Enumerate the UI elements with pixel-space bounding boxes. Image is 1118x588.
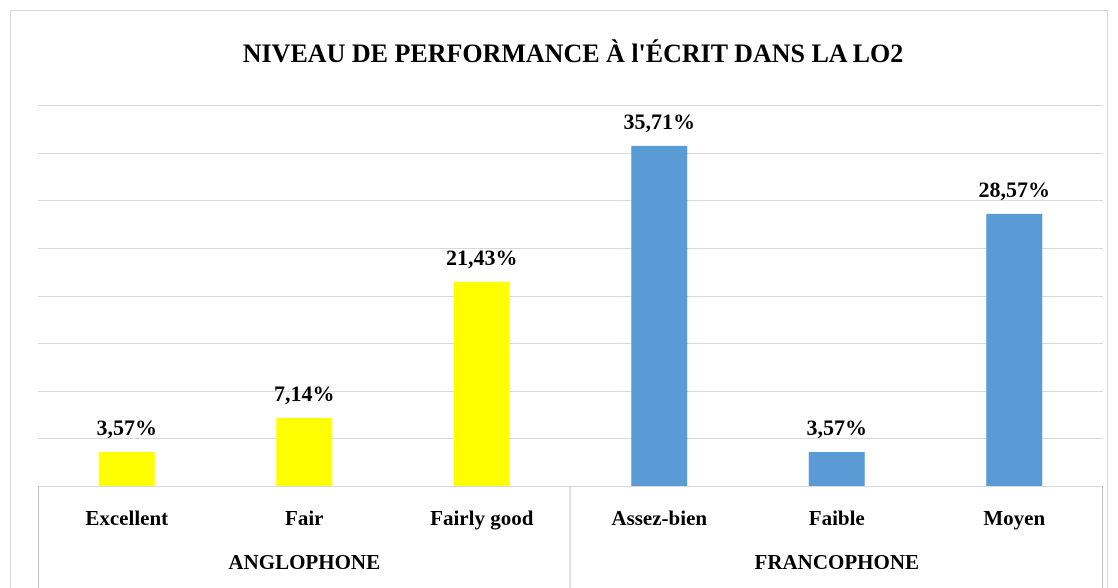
data-label: 35,71% [624, 109, 696, 134]
x-tick-label: Faible [809, 506, 865, 530]
group-label: ANGLOPHONE [228, 550, 380, 574]
bar [986, 213, 1043, 487]
data-label: 3,57% [97, 415, 158, 440]
x-tick-label: Excellent [85, 506, 168, 530]
bar [631, 145, 688, 486]
chart-border [10, 10, 1108, 588]
x-tick-label: Moyen [983, 506, 1045, 530]
x-tick-label: Fair [285, 506, 323, 530]
bar [276, 417, 333, 486]
x-tick-label: Fairly good [430, 506, 534, 530]
data-label: 21,43% [446, 245, 518, 270]
data-label: 28,57% [979, 177, 1051, 202]
x-tick-label: Assez-bien [611, 506, 707, 530]
bar [453, 281, 510, 486]
bar [98, 451, 155, 486]
group-label: FRANCOPHONE [755, 550, 920, 574]
data-label: 7,14% [274, 381, 335, 406]
bar [808, 451, 865, 486]
data-label: 3,57% [807, 415, 868, 440]
chart-title: NIVEAU DE PERFORMANCE À l'ÉCRIT DANS LA … [243, 39, 903, 68]
